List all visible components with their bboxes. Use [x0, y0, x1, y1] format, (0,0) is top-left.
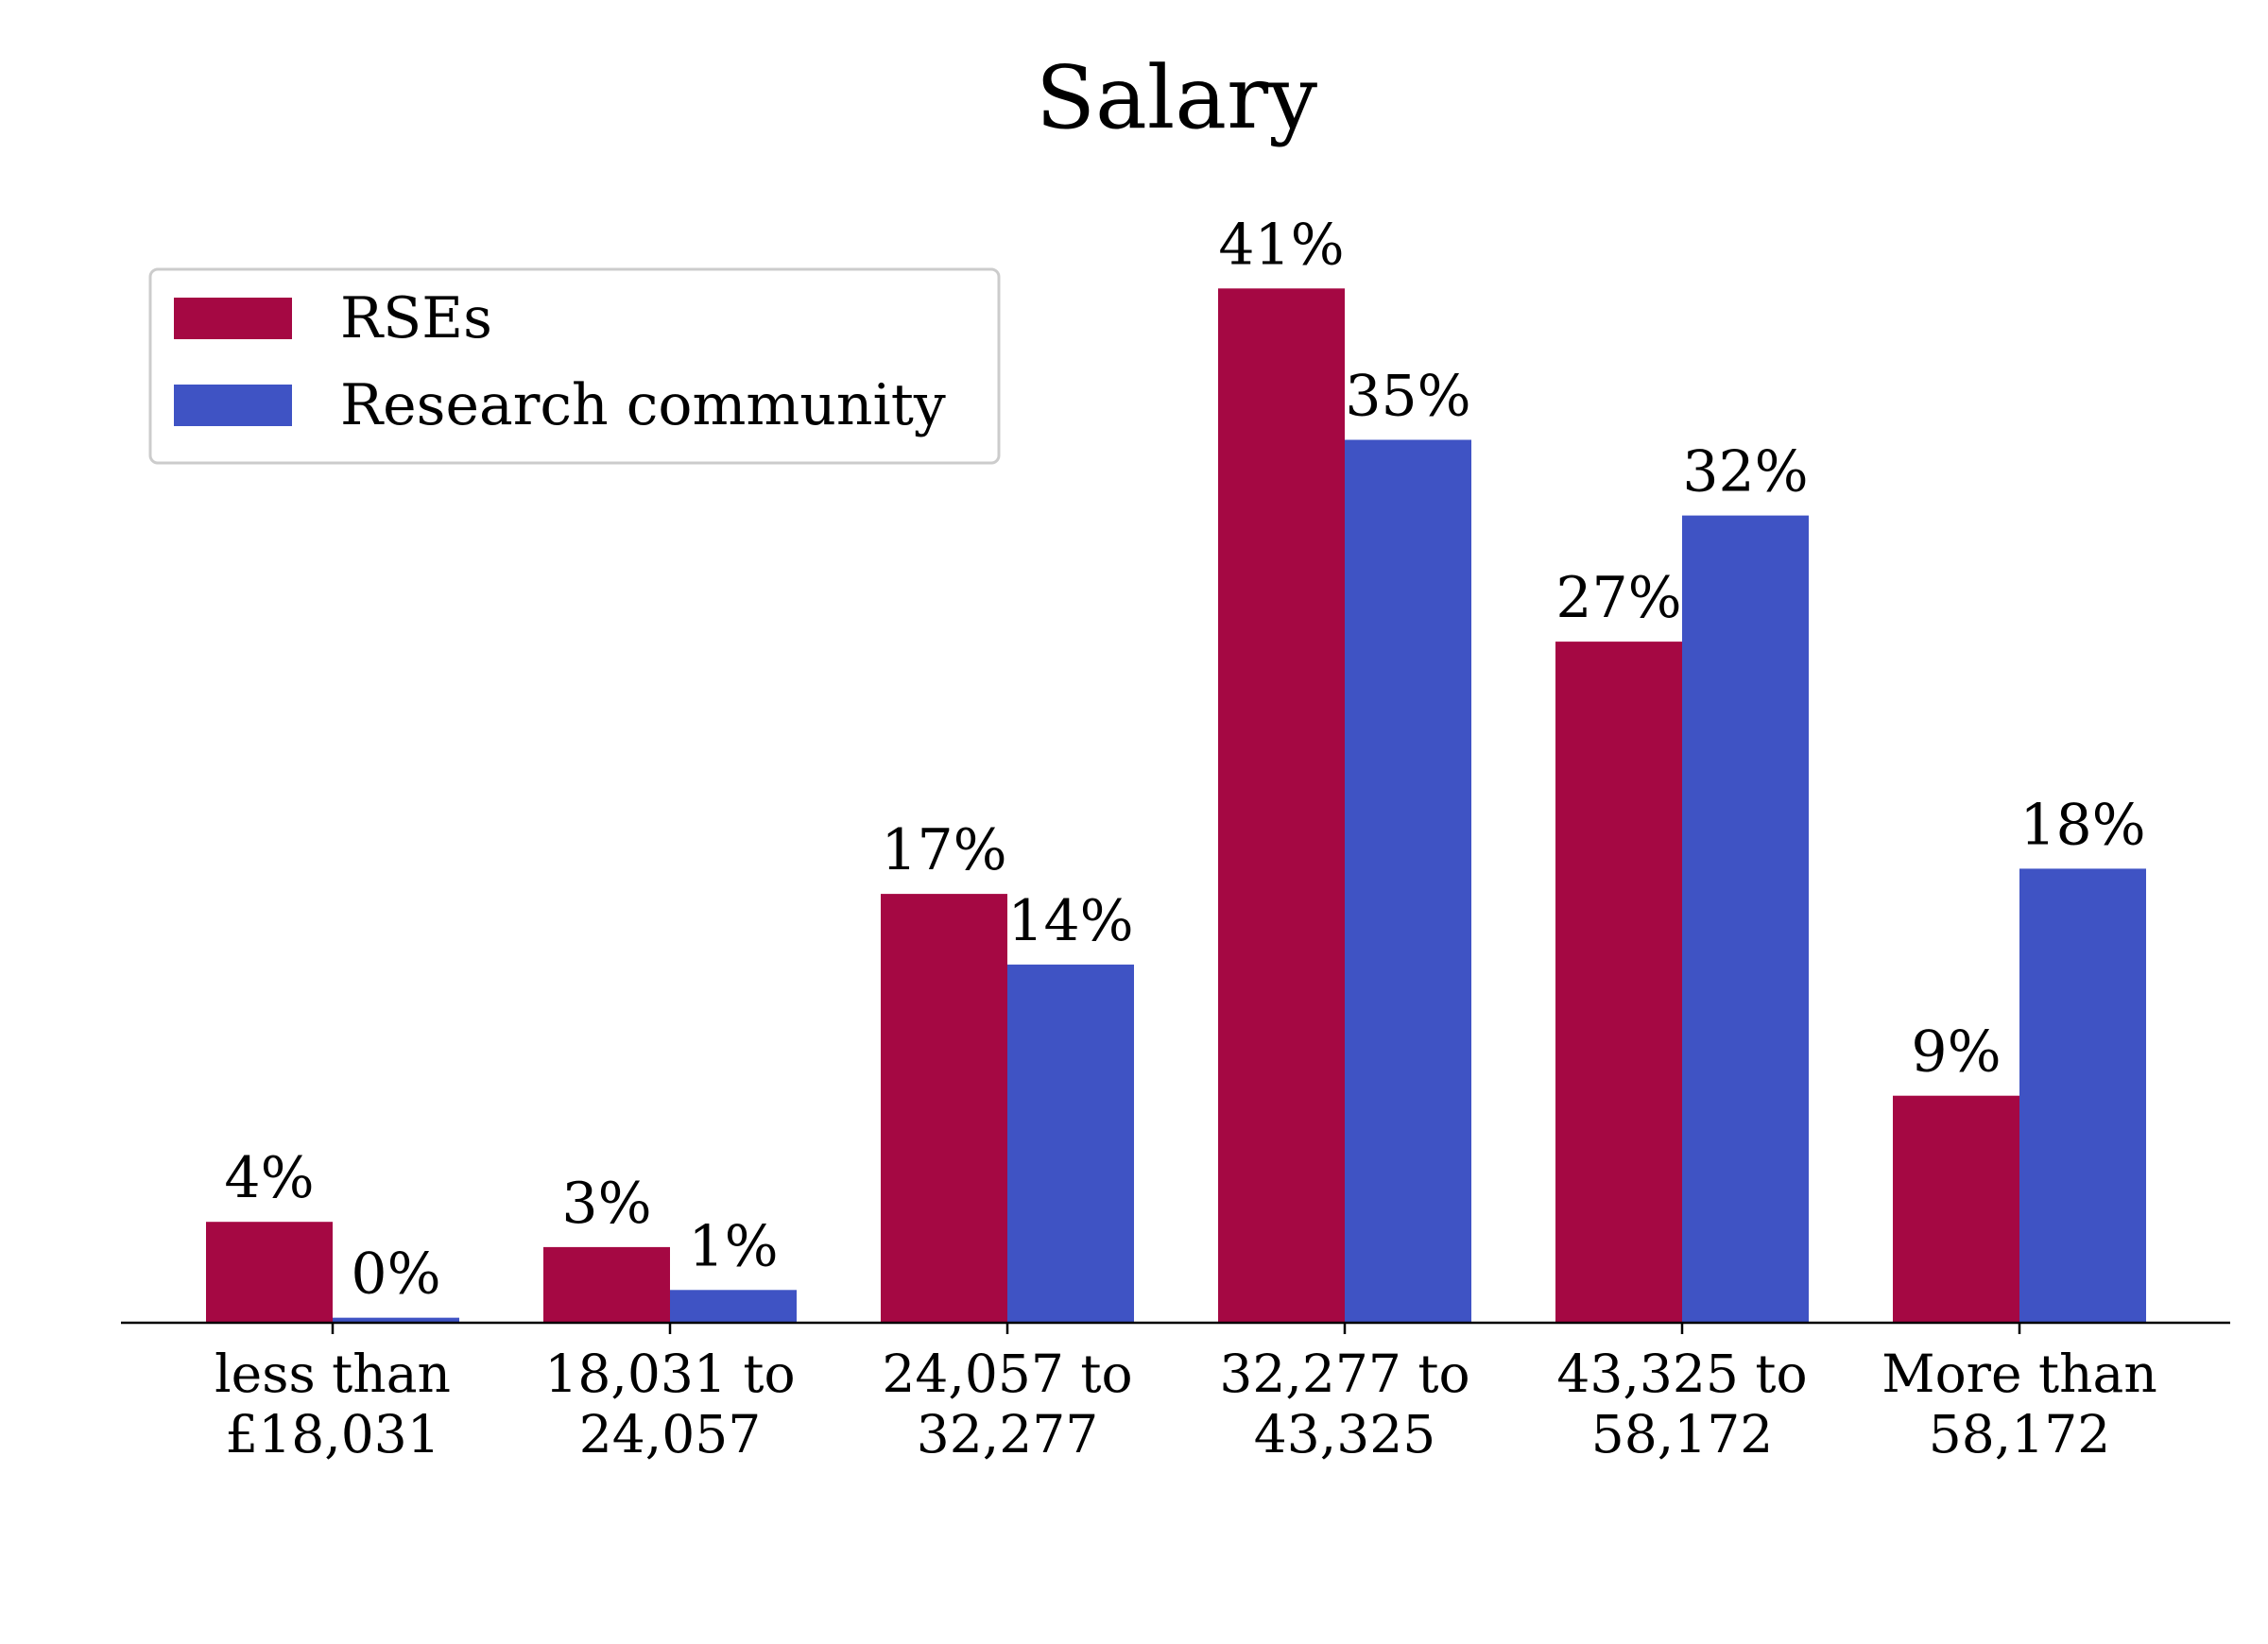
- bar-research-community-6: [2019, 868, 2146, 1323]
- bar-research-community-2: [670, 1290, 797, 1323]
- legend: RSEs Research community: [148, 267, 1001, 465]
- x-tick-label-5-line-2: 58,172: [1591, 1404, 1773, 1464]
- bar-rses-4: [1218, 288, 1345, 1323]
- x-tick-label-2-line-1: 18,031 to: [544, 1344, 795, 1404]
- x-tick-label-5-line-1: 43,325 to: [1556, 1344, 1807, 1404]
- data-label-research-community-6: 18%: [2019, 792, 2145, 858]
- data-label-rses-3: 17%: [881, 817, 1006, 883]
- data-label-research-community-1: 0%: [351, 1242, 440, 1308]
- bar-research-community-3: [1007, 964, 1134, 1323]
- bar-research-community-4: [1345, 439, 1471, 1323]
- legend-frame: [148, 267, 1001, 465]
- bar-rses-2: [543, 1246, 670, 1323]
- data-label-rses-6: 9%: [1911, 1019, 2001, 1086]
- bar-research-community-1: [333, 1317, 459, 1323]
- bars-group: [206, 288, 2146, 1323]
- x-tick-label-4-line-2: 43,325: [1254, 1404, 1435, 1464]
- bar-rses-3: [881, 894, 1007, 1323]
- data-label-research-community-4: 35%: [1345, 364, 1470, 430]
- bar-labels-group: 4% 0% 3% 1% 17%14% 41% 35% 27%32% 9% 18%: [224, 212, 2145, 1307]
- data-label-rses-4: 41%: [1218, 212, 1344, 278]
- bar-rses-5: [1555, 642, 1682, 1323]
- bar-research-community-5: [1682, 515, 1809, 1323]
- legend-swatch-research-community: [174, 385, 292, 426]
- x-tick-label-3-line-2: 32,277: [917, 1404, 1098, 1464]
- chart-title: Salary: [1036, 47, 1317, 148]
- legend-label-rses: RSEs: [340, 285, 492, 351]
- data-label-rses-2: 3%: [561, 1171, 651, 1237]
- data-label-research-community-3: 14%: [1007, 888, 1133, 954]
- data-label-rses-5: 27%: [1555, 565, 1681, 631]
- data-label-research-community-5: 32%: [1682, 439, 1808, 505]
- x-tick-label-3-line-1: 24,057 to: [882, 1344, 1132, 1404]
- legend-label-research-community: Research community: [340, 372, 946, 438]
- data-label-rses-1: 4%: [224, 1145, 314, 1211]
- x-tick-label-1-line-2: £18,031: [225, 1404, 439, 1464]
- data-label-research-community-2: 1%: [688, 1213, 778, 1279]
- x-tick-label-4-line-1: 32,277 to: [1219, 1344, 1469, 1404]
- bar-rses-1: [206, 1222, 333, 1323]
- x-tick-label-6-line-1: More than: [1881, 1344, 2157, 1404]
- x-tick-label-1-line-1: less than: [215, 1344, 451, 1404]
- legend-swatch-rses: [174, 298, 292, 339]
- x-tick-label-2-line-2: 24,057: [579, 1404, 761, 1464]
- bar-rses-6: [1893, 1095, 2019, 1323]
- x-tick-label-6-line-2: 58,172: [1929, 1404, 2110, 1464]
